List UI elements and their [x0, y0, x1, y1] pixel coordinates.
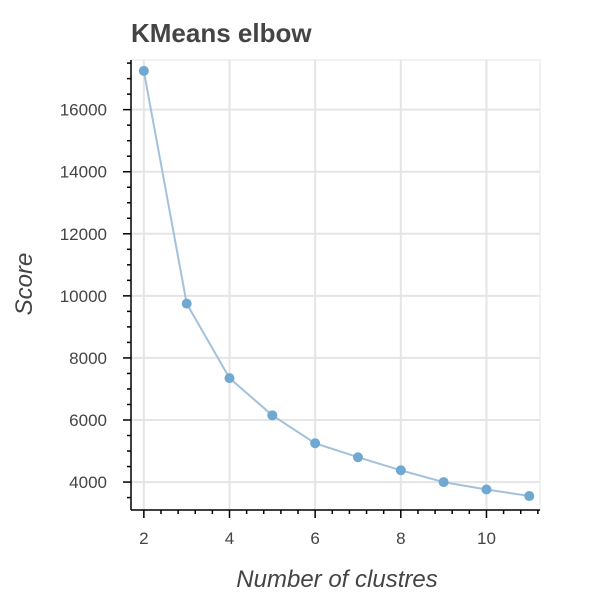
- x-tick-label: 4: [225, 529, 234, 548]
- plot-frame: [130, 59, 541, 511]
- y-tick-label: 14000: [60, 163, 107, 182]
- data-point: [138, 65, 149, 76]
- data-point: [438, 477, 449, 488]
- x-axis-label: Number of clustres: [236, 566, 437, 593]
- y-tick-label: 10000: [60, 287, 107, 306]
- series-line: [142, 70, 530, 497]
- x-tick-label: 6: [310, 529, 319, 548]
- data-point: [481, 484, 492, 495]
- data-point: [181, 298, 192, 309]
- y-axis-label: Score: [11, 253, 38, 316]
- x-tick-label: 10: [477, 529, 496, 548]
- data-point: [352, 452, 363, 463]
- chart-title: KMeans elbow: [131, 18, 312, 48]
- x-tick-label: 2: [139, 529, 148, 548]
- y-tick-label: 8000: [69, 349, 107, 368]
- series: [138, 65, 535, 502]
- data-point: [310, 438, 321, 449]
- axes: 4000 6000 8000 10000 12000 14000 16000 2 4 6 8 10: [60, 60, 540, 548]
- y-tick-label: 16000: [60, 101, 107, 120]
- y-tick-label: 4000: [69, 473, 107, 492]
- grid: [130, 59, 541, 511]
- data-point: [524, 491, 535, 502]
- data-point: [267, 410, 278, 421]
- data-point: [224, 373, 235, 384]
- y-tick-label: 12000: [60, 225, 107, 244]
- data-point: [395, 465, 406, 476]
- x-tick-label: 8: [396, 529, 405, 548]
- y-tick-label: 6000: [69, 411, 107, 430]
